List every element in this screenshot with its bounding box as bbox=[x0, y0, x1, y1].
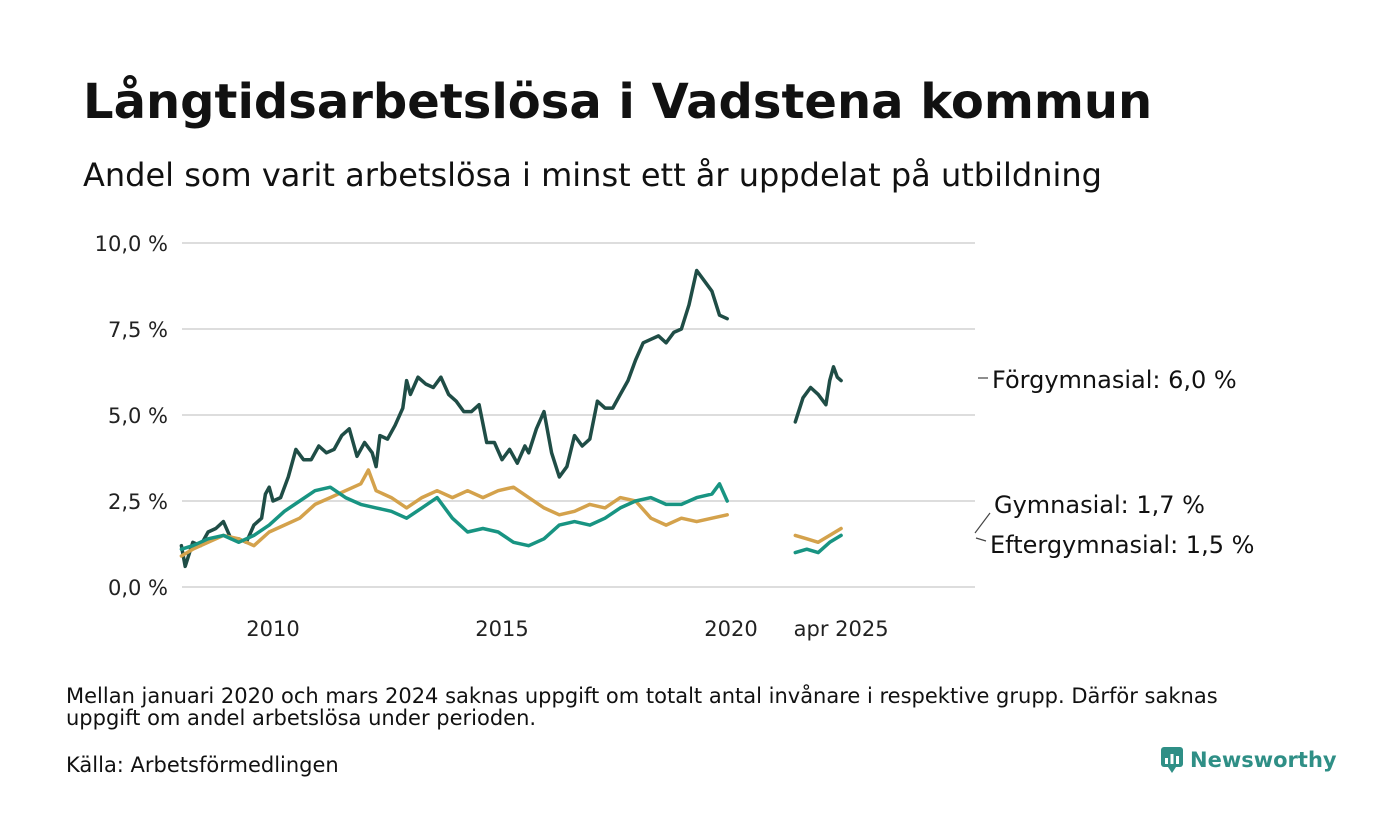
y-tick-label: 0,0 % bbox=[108, 576, 168, 600]
end-label-leader bbox=[975, 537, 987, 542]
x-tick-label: 2015 bbox=[475, 617, 528, 641]
end-label-förgymnasial: Förgymnasial: 6,0 % bbox=[992, 366, 1237, 394]
y-tick-label: 10,0 % bbox=[95, 232, 168, 256]
source-text: Källa: Arbetsförmedlingen bbox=[66, 753, 339, 777]
end-label-eftergymnasial: Eftergymnasial: 1,5 % bbox=[990, 531, 1254, 559]
newsworthy-logo[interactable]: Newsworthy bbox=[1160, 746, 1337, 774]
newsworthy-logo-icon bbox=[1161, 747, 1183, 773]
x-tick-label: 2010 bbox=[246, 617, 299, 641]
y-tick-label: 7,5 % bbox=[108, 318, 168, 342]
series-line-eftergymnasial bbox=[179, 482, 729, 551]
footnote: Mellan januari 2020 och mars 2024 saknas… bbox=[66, 684, 1218, 730]
brand-name: Newsworthy bbox=[1190, 748, 1337, 772]
series-line-förgymnasial bbox=[179, 268, 729, 569]
x-tick-label: 2020 bbox=[704, 617, 757, 641]
y-tick-label: 5,0 % bbox=[108, 404, 168, 428]
end-label-gymnasial: Gymnasial: 1,7 % bbox=[994, 491, 1205, 519]
y-tick-label: 2,5 % bbox=[108, 490, 168, 514]
series-line-eftergymnasial bbox=[793, 533, 843, 555]
chart-title: Långtidsarbetslösa i Vadstena kommun bbox=[83, 74, 1153, 130]
chart-subtitle: Andel som varit arbetslösa i minst ett å… bbox=[83, 156, 1102, 194]
x-tick-label: apr 2025 bbox=[794, 617, 889, 641]
end-label-leader bbox=[974, 512, 991, 534]
series-line-förgymnasial bbox=[793, 365, 843, 424]
series-line-gymnasial bbox=[793, 526, 843, 545]
